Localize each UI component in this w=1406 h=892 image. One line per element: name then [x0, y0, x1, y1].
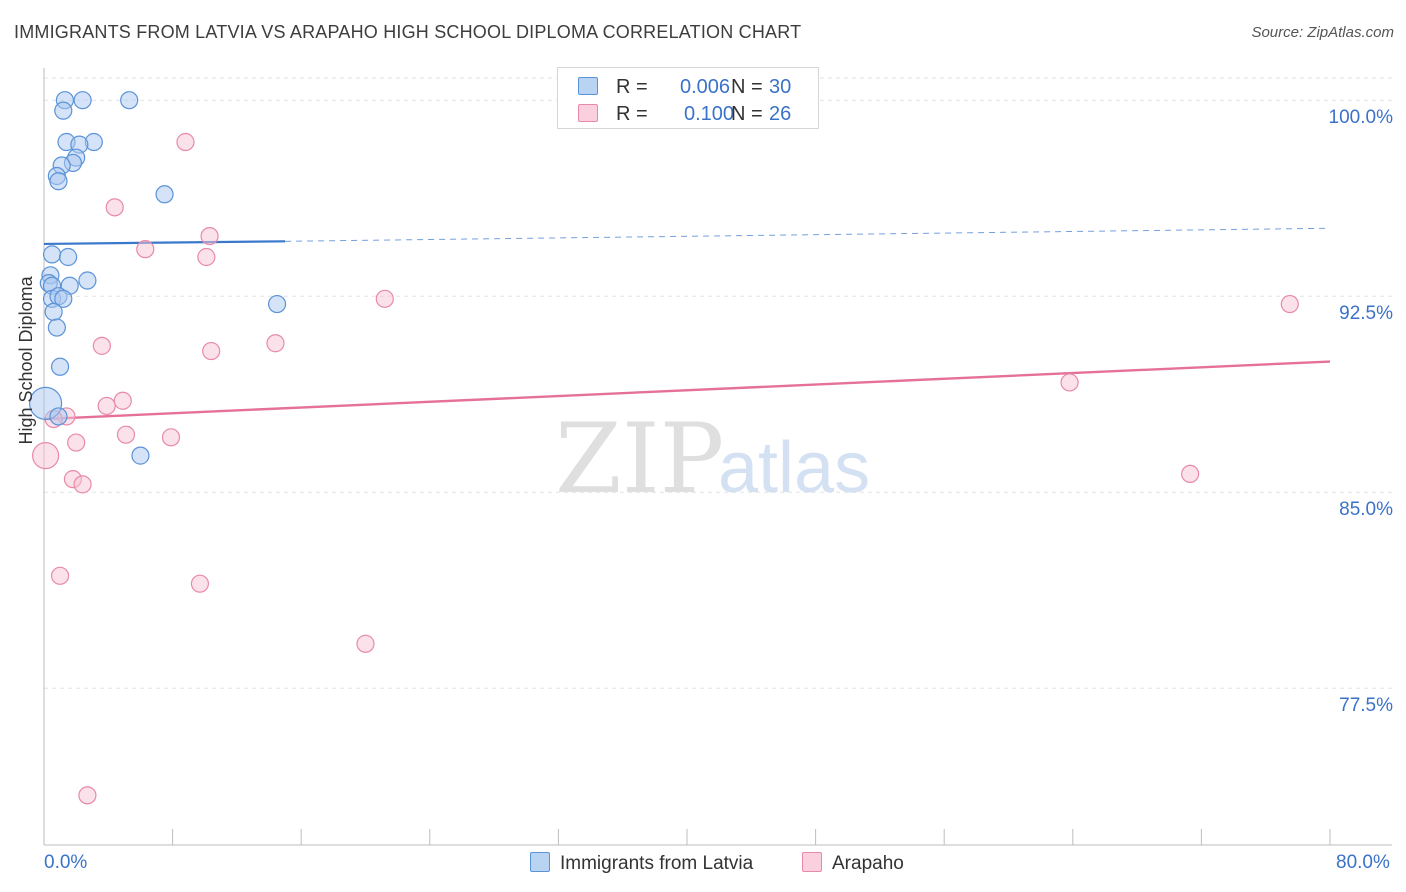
legend-r-value: 0.100	[684, 103, 735, 125]
point-latvia	[131, 446, 150, 465]
legend-item-arapaho[interactable]: Arapaho	[802, 852, 904, 876]
point-arapaho	[190, 574, 210, 593]
point-latvia	[50, 357, 70, 376]
point-arapaho	[202, 341, 221, 361]
point-arapaho	[73, 475, 92, 494]
y-tick-label: 92.5%	[1339, 303, 1393, 324]
legend-label-latvia: Immigrants from Latvia	[560, 853, 754, 874]
legend-n-label: N =	[731, 103, 763, 125]
legend-r-value: 0.006	[680, 76, 731, 98]
point-arapaho	[105, 198, 124, 217]
point-latvia	[54, 101, 73, 120]
point-latvia	[54, 289, 73, 308]
legend-item-latvia[interactable]: Immigrants from Latvia	[530, 852, 753, 876]
legend-r-label: R =	[616, 103, 648, 125]
x-tick-label-max: 80.0%	[1336, 852, 1390, 873]
point-latvia	[120, 91, 139, 110]
point-latvia	[49, 172, 68, 191]
point-latvia	[78, 271, 97, 290]
chart-title: IMMIGRANTS FROM LATVIA VS ARAPAHO HIGH S…	[14, 22, 802, 42]
point-arapaho	[116, 425, 136, 444]
point-arapaho	[266, 334, 285, 353]
point-arapaho	[113, 391, 132, 410]
point-arapaho	[50, 566, 70, 585]
watermark-atlas: atlas	[718, 428, 870, 508]
point-latvia	[47, 318, 66, 337]
y-axis-label-text: High School Diploma	[16, 276, 36, 445]
legend-swatch-latvia	[578, 77, 598, 95]
legend-n-value: 26	[769, 103, 792, 125]
ytick-labels: 77.5% 85.0% 92.5% 100.0%	[1329, 107, 1394, 716]
point-latvia	[73, 91, 92, 110]
legend-n-label: N =	[731, 76, 763, 98]
legend-label-arapaho: Arapaho	[832, 853, 904, 874]
point-arapaho	[78, 786, 97, 805]
point-arapaho	[375, 289, 394, 308]
legend-swatch-arapaho	[578, 104, 598, 122]
trend-layer	[43, 227, 1331, 421]
points-layer	[29, 91, 1299, 805]
y-tick-label: 77.5%	[1339, 695, 1393, 716]
point-arapaho	[200, 226, 219, 246]
point-latvia	[42, 245, 62, 264]
point-latvia	[44, 302, 63, 321]
point-arapaho	[176, 132, 195, 152]
point-arapaho	[67, 433, 86, 452]
y-tick-label: 85.0%	[1339, 499, 1393, 520]
y-tick-label: 100.0%	[1329, 107, 1394, 128]
point-latvia	[155, 185, 174, 204]
y-axis-label: High School Diploma	[16, 276, 37, 444]
point-arapaho	[136, 240, 155, 259]
watermark: ZIP atlas	[555, 403, 870, 515]
legend-swatch-arapaho-bottom	[802, 852, 822, 872]
point-arapaho	[1060, 373, 1079, 392]
point-latvia	[49, 407, 68, 426]
point-arapaho	[197, 247, 216, 267]
point-arapaho	[1280, 294, 1299, 314]
legend-r-label: R =	[616, 76, 648, 98]
trend-line-arapaho	[43, 360, 1331, 421]
point-arapaho	[92, 336, 111, 355]
trend-line-latvia	[43, 240, 286, 246]
point-latvia	[267, 294, 287, 314]
point-latvia	[59, 247, 78, 267]
stats-legend: R = 0.006 N = 30 R = 0.100 N = 26	[557, 67, 819, 129]
point-arapaho	[356, 634, 375, 653]
trend-line-latvia-extension	[285, 227, 1331, 242]
point-arapaho	[97, 396, 116, 416]
x-tick-label-min: 0.0%	[44, 852, 88, 873]
grid-layer	[44, 77, 1392, 689]
point-arapaho	[161, 428, 181, 447]
legend-n-value: 30	[769, 76, 792, 98]
legend-swatch-latvia-bottom	[530, 852, 550, 872]
point-arapaho	[32, 442, 60, 470]
watermark-zip: ZIP	[555, 403, 724, 515]
source-label: Source: ZipAtlas.com	[1251, 24, 1394, 41]
point-arapaho	[1181, 464, 1200, 484]
